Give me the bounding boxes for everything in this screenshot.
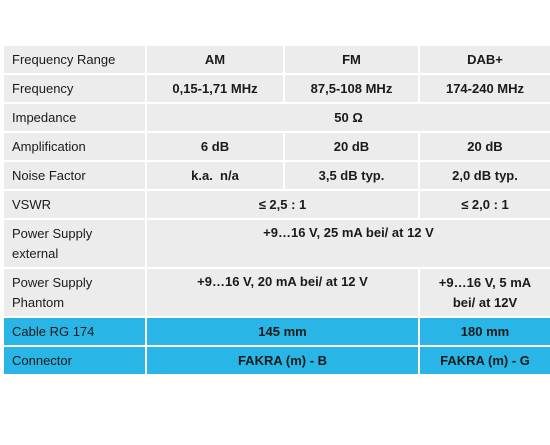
- row-label-vswr: VSWR: [2, 189, 147, 220]
- row-label-impedance: Impedance: [2, 102, 147, 133]
- cell-power-phantom-dab: +9…16 V, 5 mA bei/ at 12V: [418, 267, 550, 318]
- cell-noise-fm: 3,5 dB typ.: [283, 160, 420, 191]
- row-impedance: Impedance 50 Ω: [2, 102, 550, 133]
- row-label-cable: Cable RG 174: [2, 316, 147, 347]
- cell-power-phantom-am-fm: +9…16 V, 20 mA bei/ at 12 V: [145, 267, 420, 318]
- row-label-power-external: Power Supply external: [2, 218, 147, 269]
- row-vswr: VSWR ≤ 2,5 : 1 ≤ 2,0 : 1: [2, 189, 550, 220]
- cell-connector-dab: FAKRA (m) - G: [418, 345, 550, 374]
- row-label-power-phantom: Power Supply Phantom: [2, 267, 147, 318]
- cell-vswr-am-fm: ≤ 2,5 : 1: [145, 189, 420, 220]
- row-label-amplification: Amplification: [2, 131, 147, 162]
- row-cable: Cable RG 174 145 mm 180 mm: [2, 316, 550, 347]
- col-header-am: AM: [145, 46, 285, 75]
- cell-cable-dab: 180 mm: [418, 316, 550, 347]
- cell-vswr-dab: ≤ 2,0 : 1: [418, 189, 550, 220]
- row-label-noise-factor: Noise Factor: [2, 160, 147, 191]
- cell-amplification-fm: 20 dB: [283, 131, 420, 162]
- row-label-frequency: Frequency: [2, 73, 147, 104]
- cell-amplification-am: 6 dB: [145, 131, 285, 162]
- col-header-dab: DAB+: [418, 46, 550, 75]
- row-connector: Connector FAKRA (m) - B FAKRA (m) - G: [2, 345, 550, 374]
- cell-impedance: 50 Ω: [145, 102, 550, 133]
- row-label-connector: Connector: [2, 345, 147, 374]
- value-line-1: +9…16 V, 5 mA: [438, 274, 532, 290]
- cell-cable-am-fm: 145 mm: [145, 316, 420, 347]
- label-line-1: Power Supply: [12, 274, 93, 290]
- spec-table: Frequency Range AM FM DAB+ Frequency 0,1…: [2, 46, 550, 374]
- row-header: Frequency Range AM FM DAB+: [2, 46, 550, 75]
- cell-noise-dab: 2,0 dB typ.: [418, 160, 550, 191]
- cell-frequency-fm: 87,5-108 MHz: [283, 73, 420, 104]
- value-line-2: bei/ at 12V: [452, 294, 518, 310]
- cell-noise-am: k.a. n/a: [145, 160, 285, 191]
- cell-frequency-am: 0,15-1,71 MHz: [145, 73, 285, 104]
- col-header-fm: FM: [283, 46, 420, 75]
- label-line-2: Phantom: [12, 294, 65, 310]
- row-amplification: Amplification 6 dB 20 dB 20 dB: [2, 131, 550, 162]
- cell-frequency-dab: 174-240 MHz: [418, 73, 550, 104]
- row-label-frequency-range: Frequency Range: [2, 46, 147, 75]
- cell-connector-am-fm: FAKRA (m) - B: [145, 345, 420, 374]
- row-noise-factor: Noise Factor k.a. n/a 3,5 dB typ. 2,0 dB…: [2, 160, 550, 191]
- label-line-2: external: [12, 245, 59, 261]
- row-frequency: Frequency 0,15-1,71 MHz 87,5-108 MHz 174…: [2, 73, 550, 104]
- label-line-1: Power Supply: [12, 225, 93, 241]
- row-power-phantom: Power Supply Phantom +9…16 V, 20 mA bei/…: [2, 267, 550, 318]
- cell-power-external: +9…16 V, 25 mA bei/ at 12 V: [145, 218, 550, 269]
- cell-amplification-dab: 20 dB: [418, 131, 550, 162]
- row-power-external: Power Supply external +9…16 V, 25 mA bei…: [2, 218, 550, 269]
